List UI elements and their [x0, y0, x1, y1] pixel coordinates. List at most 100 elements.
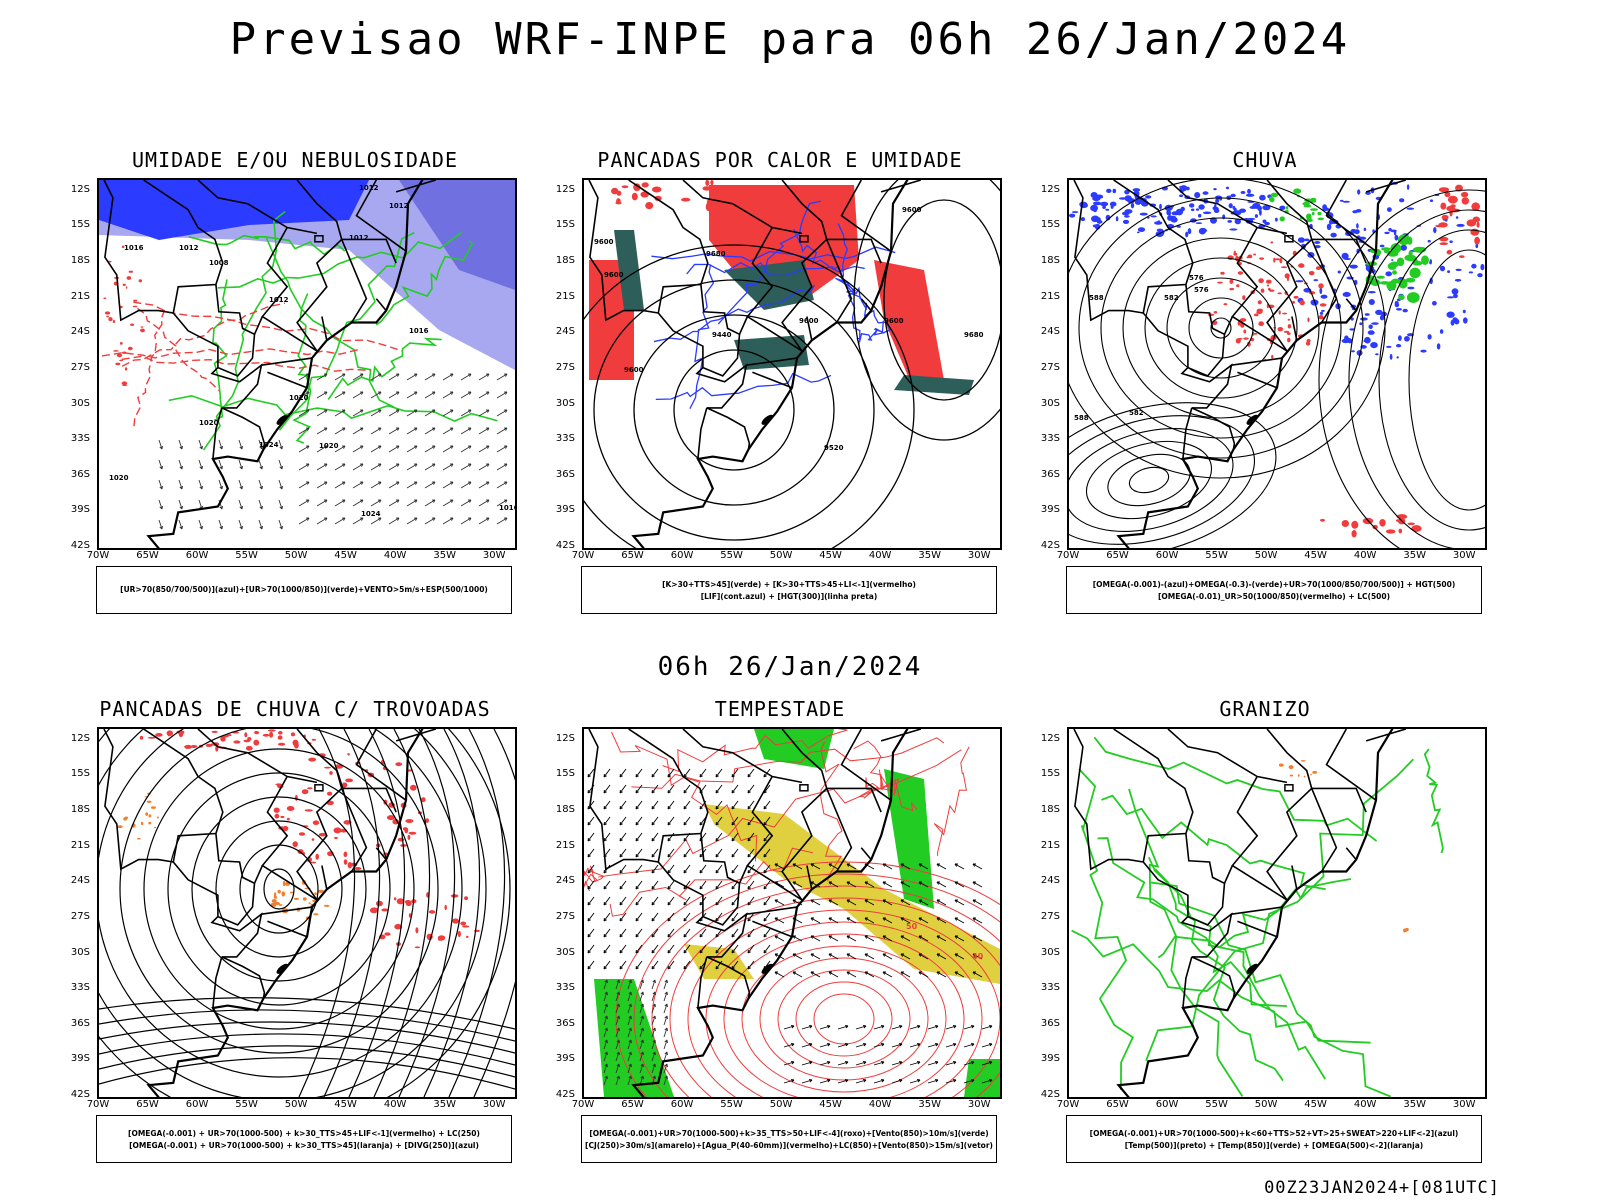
longitude-label: 50W — [1254, 1099, 1278, 1110]
latitude-label: 33S — [70, 982, 90, 994]
svg-text:1012: 1012 — [359, 184, 379, 192]
latitude-label: 36S — [1040, 468, 1060, 480]
latitude-label: 12S — [70, 732, 90, 744]
latitude-label: 24S — [1040, 875, 1060, 887]
latitude-label: 12S — [555, 732, 575, 744]
svg-text:582: 582 — [1164, 294, 1179, 302]
legend-line: [Temp(500)](preto) + [Temp(850)](verde) … — [1124, 1141, 1424, 1150]
legend-line: [UR>70(850/700/500)](azul)+[UR>70(1000/8… — [120, 585, 488, 594]
longitude-label: 30W — [967, 1099, 991, 1110]
svg-text:9680: 9680 — [964, 331, 984, 339]
longitude-label: 45W — [1304, 1099, 1327, 1110]
panel-title: CHUVA — [1232, 148, 1298, 172]
panel-legend: [OMEGA(-0.001)+UR>70(1000-500)+k<60+TTS>… — [1066, 1115, 1482, 1163]
latitude-label: 39S — [70, 504, 90, 516]
svg-text:50: 50 — [906, 922, 918, 931]
latitude-label: 30S — [70, 946, 90, 958]
svg-text:9600: 9600 — [884, 317, 904, 325]
latitude-label: 33S — [555, 982, 575, 994]
forecast-map: 576 576 588 582 588 582 — [1067, 178, 1487, 550]
latitude-label: 18S — [70, 255, 90, 267]
forecast-map: 50 40 — [582, 727, 1002, 1099]
longitude-label: 70W — [86, 1099, 110, 1110]
latitude-label: 12S — [70, 183, 90, 195]
panel-title: PANCADAS DE CHUVA C/ TROVOADAS — [99, 697, 491, 721]
latitude-label: 18S — [555, 804, 575, 816]
longitude-label: 65W — [1106, 550, 1129, 561]
map-field-graphic — [99, 729, 515, 1097]
longitude-label: 60W — [185, 1099, 209, 1110]
longitude-label: 40W — [1353, 1099, 1377, 1110]
latitude-label: 18S — [70, 804, 90, 816]
svg-text:576: 576 — [1189, 274, 1204, 282]
svg-text:9440: 9440 — [712, 331, 732, 339]
svg-text:1008: 1008 — [209, 259, 229, 267]
panel-heat-showers: PANCADAS POR CALOR E UMIDADE 12S 15S 18S 21S… — [545, 148, 1015, 618]
longitude-label: 50W — [769, 550, 793, 561]
legend-line: [OMEGA(-0.001)+UR>70(1000-500)+k>35_TTS>… — [589, 1129, 989, 1138]
map-field-graphic — [1071, 729, 1444, 1097]
longitude-label: 35W — [918, 550, 941, 561]
svg-text:9600: 9600 — [604, 271, 624, 279]
longitude-label: 30W — [1452, 550, 1476, 561]
latitude-label: 12S — [1040, 732, 1060, 744]
longitude-label: 55W — [235, 550, 258, 561]
forecast-map — [1067, 727, 1487, 1099]
run-info-footer: 00Z23JAN2024+[081UTC] — [1264, 1178, 1500, 1198]
svg-text:588: 588 — [1074, 414, 1089, 422]
latitude-label: 24S — [555, 875, 575, 887]
latitude-label: 33S — [70, 433, 90, 445]
panel-hail: GRANIZO 12S 15S 18S 21S 24S 27S 30S 33S 36S 39S 42S… — [1030, 697, 1500, 1167]
map-field-graphic: 50 40 — [584, 729, 1000, 1097]
latitude-label: 15S — [1040, 219, 1060, 231]
longitude-label: 70W — [1056, 1099, 1080, 1110]
svg-text:9600: 9600 — [799, 317, 819, 325]
latitude-label: 27S — [555, 910, 575, 922]
latitude-label: 12S — [555, 183, 575, 195]
panel-legend: [OMEGA(-0.001)+UR>70(1000-500)+k>35_TTS>… — [581, 1115, 997, 1163]
legend-line: [K>30+TTS>45](verde) + [K>30+TTS>45+LI<-… — [662, 580, 916, 589]
latitude-label: 42S — [555, 1089, 575, 1100]
longitude-label: 45W — [1304, 550, 1327, 561]
latitude-label: 30S — [1040, 397, 1060, 409]
longitude-label: 45W — [334, 1099, 357, 1110]
longitude-label: 40W — [1353, 550, 1377, 561]
legend-line: [OMEGA(-0.01)_UR>50(1000/850)(vermelho) … — [1157, 592, 1391, 601]
latitude-label: 18S — [1040, 804, 1060, 816]
longitude-label: 65W — [136, 1099, 159, 1110]
longitude-label: 70W — [1056, 550, 1080, 561]
latitude-label: 39S — [70, 1053, 90, 1065]
latitude-label: 21S — [70, 290, 90, 302]
latitude-label: 33S — [1040, 982, 1060, 994]
longitude-label: 30W — [967, 550, 991, 561]
svg-text:40: 40 — [972, 952, 984, 961]
longitude-label: 35W — [918, 1099, 941, 1110]
latitude-label: 42S — [70, 1089, 90, 1100]
svg-text:1020: 1020 — [289, 394, 309, 402]
panel-legend: [OMEGA(-0.001)-(azul)+OMEGA(-0.3)-(verde… — [1066, 566, 1482, 614]
svg-text:1012: 1012 — [269, 296, 289, 304]
legend-line: [CJ(250)>30m/s](amarelo)+[Agua_P(40-60mm… — [585, 1141, 993, 1150]
longitude-label: 60W — [1155, 550, 1179, 561]
latitude-label: 39S — [1040, 1053, 1060, 1065]
longitude-label: 55W — [235, 1099, 258, 1110]
map-field-graphic: 1012 1012 1016 1012 1008 1012 1012 1016 1020 1020… — [99, 180, 515, 548]
longitude-label: 55W — [720, 550, 743, 561]
latitude-label: 33S — [1040, 433, 1060, 445]
longitude-label: 35W — [433, 1099, 456, 1110]
svg-text:9680: 9680 — [706, 250, 726, 258]
latitude-label: 39S — [1040, 504, 1060, 516]
longitude-label: 60W — [670, 1099, 694, 1110]
svg-text:9600: 9600 — [902, 206, 922, 214]
longitude-label: 50W — [284, 550, 308, 561]
latitude-label: 30S — [555, 397, 575, 409]
latitude-label: 27S — [70, 361, 90, 373]
longitude-label: 60W — [670, 550, 694, 561]
latitude-label: 30S — [1040, 946, 1060, 958]
longitude-label: 70W — [571, 1099, 595, 1110]
longitude-label: 60W — [185, 550, 209, 561]
latitude-label: 15S — [555, 219, 575, 231]
latitude-label: 24S — [70, 875, 90, 887]
latitude-label: 24S — [1040, 326, 1060, 338]
latitude-label: 15S — [555, 768, 575, 780]
